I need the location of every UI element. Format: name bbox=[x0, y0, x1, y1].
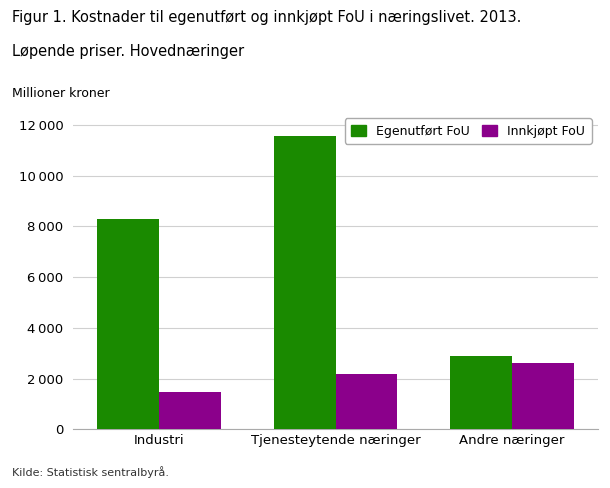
Text: Millioner kroner: Millioner kroner bbox=[12, 87, 110, 100]
Text: Figur 1. Kostnader til egenutført og innkjøpt FoU i næringslivet. 2013.: Figur 1. Kostnader til egenutført og inn… bbox=[12, 10, 522, 25]
Text: Løpende priser. Hovednæringer: Løpende priser. Hovednæringer bbox=[12, 44, 245, 59]
Bar bbox=[97, 219, 159, 429]
Bar bbox=[274, 136, 336, 429]
Bar bbox=[159, 392, 221, 429]
Bar bbox=[336, 374, 397, 429]
Legend: Egenutført FoU, Innkjøpt FoU: Egenutført FoU, Innkjøpt FoU bbox=[345, 119, 592, 144]
Bar bbox=[512, 363, 574, 429]
Bar bbox=[450, 356, 512, 429]
Text: Kilde: Statistisk sentralbyrå.: Kilde: Statistisk sentralbyrå. bbox=[12, 467, 169, 478]
